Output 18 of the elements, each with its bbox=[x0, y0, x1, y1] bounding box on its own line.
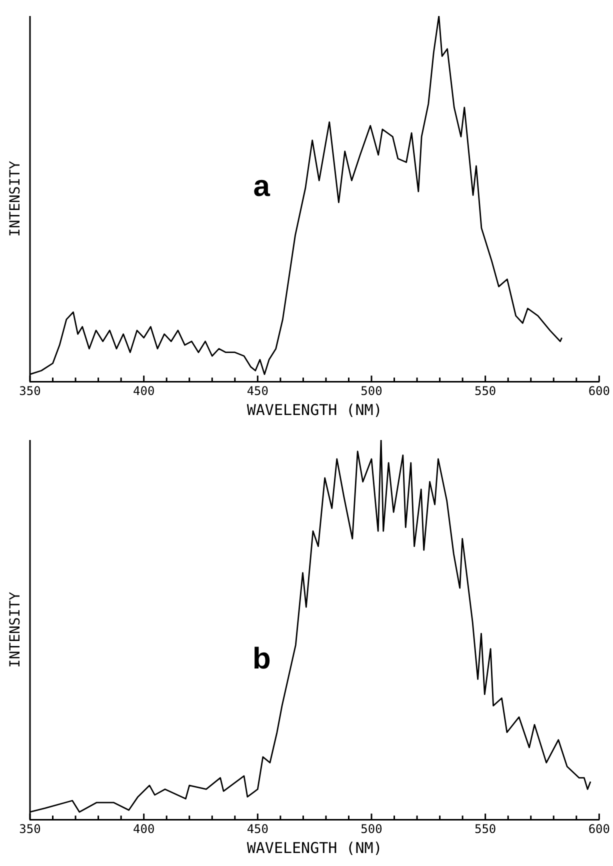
x-axis-title: WAVELENGTH (NM) bbox=[246, 838, 382, 857]
x-tick-label: 600 bbox=[588, 384, 610, 398]
x-tick-label: 500 bbox=[360, 384, 382, 398]
x-tick-label: 400 bbox=[132, 384, 155, 398]
y-axis-title: INTENSITY bbox=[8, 160, 24, 237]
x-tick-label: 450 bbox=[246, 384, 269, 398]
annotation: b bbox=[252, 642, 271, 676]
x-axis-title: WAVELENGTH (NM) bbox=[246, 400, 382, 419]
x-tick-label: 550 bbox=[474, 384, 496, 398]
x-tick-label: 350 bbox=[19, 822, 41, 836]
x-tick-label: 350 bbox=[19, 384, 41, 398]
x-tick-label: 550 bbox=[474, 822, 496, 836]
annotation: a bbox=[253, 170, 270, 204]
x-tick-label: 600 bbox=[588, 822, 610, 836]
x-tick-label: 400 bbox=[132, 822, 155, 836]
x-tick-label: 500 bbox=[360, 822, 382, 836]
y-axis-title: INTENSITY bbox=[8, 591, 24, 668]
x-tick-label: 450 bbox=[246, 822, 269, 836]
